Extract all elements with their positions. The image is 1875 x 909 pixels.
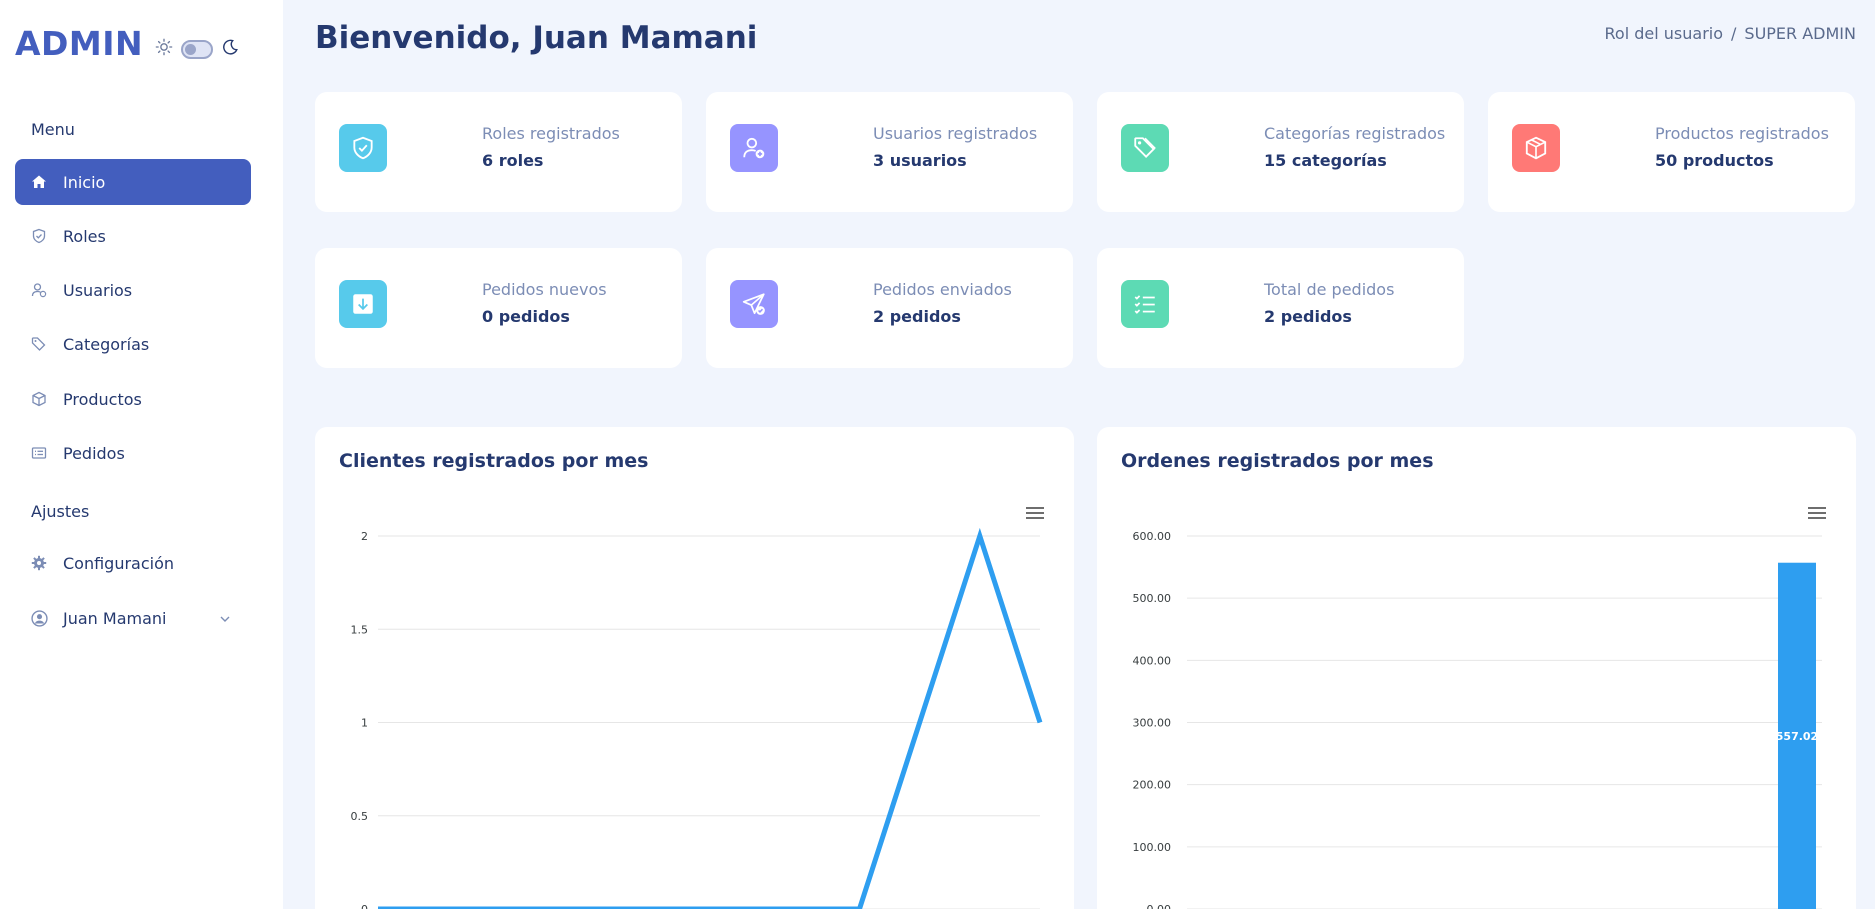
data-label: 557.02 [1776,730,1818,743]
stat-label: Total de pedidos [1264,280,1395,299]
stat-card-usuarios: Usuarios registrados 3 usuarios [706,92,1073,212]
page-title: Bienvenido, Juan Mamani [315,20,758,56]
list-card-icon [30,444,48,462]
y-tick-label: 400.00 [1133,654,1172,667]
sidebar-item-label: Pedidos [63,443,125,463]
sidebar: ADMIN Menu Inicio Roles Usuarios Categor… [0,0,283,909]
stat-card-pedidos-nuevos: Pedidos nuevos 0 pedidos [315,248,682,368]
sidebar-item-label: Usuarios [63,280,133,300]
breadcrumb: Rol del usuario / SUPER ADMIN [1605,24,1856,43]
stat-value: 2 pedidos [873,307,961,326]
series-line [378,527,1043,909]
y-tick-label: 300.00 [1133,717,1172,730]
menu-section-title: Menu [31,120,75,139]
breadcrumb-item-current: SUPER ADMIN [1744,24,1856,43]
stat-card-productos: Productos registrados 50 productos [1488,92,1855,212]
stat-value: 15 categorías [1264,151,1387,170]
chevron-down-icon [219,610,231,629]
y-tick-label: 200.00 [1133,779,1172,792]
sidebar-item-label: Categorías [63,334,150,354]
bar-chart: 600.00 500.00 400.00 300.00 200.00 100.00 0.00… [1133,530,1822,909]
sidebar-item-pedidos[interactable]: Pedidos [15,430,251,476]
chart-card-clientes: Clientes registrados por mes 2 1.5 1 0.5 0 [315,427,1074,909]
gear-icon [30,554,48,572]
home-icon [30,173,48,191]
sidebar-item-configuracion[interactable]: Configuración [15,540,251,586]
sidebar-item-user-profile[interactable]: Juan Mamani [15,595,251,641]
y-tick-label: 500.00 [1133,592,1172,605]
download-icon [339,280,387,328]
y-tick-label: 2 [361,530,368,543]
sidebar-item-roles[interactable]: Roles [15,213,251,259]
sidebar-item-categorias[interactable]: Categorías [15,321,251,367]
sidebar-item-label: Configuración [63,553,175,573]
stat-card-total-pedidos: Total de pedidos 2 pedidos [1097,248,1464,368]
stat-label: Pedidos enviados [873,280,1012,299]
y-tick-label: 100.00 [1133,841,1172,854]
stat-value: 50 productos [1655,151,1774,170]
user-add-icon [30,281,48,299]
stat-label: Pedidos nuevos [482,280,607,299]
sidebar-item-label: Roles [63,226,106,246]
sidebar-item-inicio[interactable]: Inicio [15,159,251,205]
sun-icon [155,38,173,60]
shield-check-icon [339,124,387,172]
stat-label: Productos registrados [1655,124,1829,143]
dark-mode-switch[interactable] [181,39,213,59]
user-plus-icon [730,124,778,172]
stat-card-pedidos-enviados: Pedidos enviados 2 pedidos [706,248,1073,368]
box-icon [1512,124,1560,172]
stat-value: 6 roles [482,151,544,170]
moon-icon [221,38,239,60]
y-tick-label: 0.5 [351,810,369,823]
breadcrumb-item[interactable]: Rol del usuario [1604,24,1724,43]
chart-title: Clientes registrados por mes [339,450,649,472]
sidebar-item-label: Productos [63,389,142,409]
sidebar-item-productos[interactable]: Productos [15,376,251,422]
theme-toggle[interactable] [155,38,239,60]
stat-value: 2 pedidos [1264,307,1352,326]
send-check-icon [730,280,778,328]
stat-card-roles: Roles registrados 6 roles [315,92,682,212]
y-tick-label: 0 [361,903,368,909]
chart-title: Ordenes registrados por mes [1121,450,1434,472]
stat-label: Roles registrados [482,124,620,143]
stat-card-categorias: Categorías registrados 15 categorías [1097,92,1464,212]
line-chart: 2 1.5 1 0.5 0 [351,527,1043,909]
chart-menu-icon[interactable] [1026,507,1044,521]
stat-label: Usuarios registrados [873,124,1038,143]
y-tick-label: 1.5 [351,623,369,636]
checklist-icon [1121,280,1169,328]
breadcrumb-separator: / [1731,24,1737,43]
shield-icon [30,227,48,245]
sidebar-item-label: Juan Mamani [63,608,167,628]
y-tick-label: 0.00 [1147,903,1172,909]
y-tick-label: 600.00 [1133,530,1172,543]
settings-section-title: Ajustes [31,502,90,521]
switch-knob [185,43,196,55]
sidebar-item-label: Inicio [63,172,106,192]
bar [1778,562,1816,909]
chart-menu-icon[interactable] [1808,507,1826,521]
stat-value: 3 usuarios [873,151,967,170]
user-circle-icon [30,609,48,627]
chart-card-ordenes: Ordenes registrados por mes 600.00 500.00… [1097,427,1856,909]
tag-icon [1121,124,1169,172]
y-tick-label: 1 [361,717,368,730]
brand-logo[interactable]: ADMIN [15,24,144,63]
sidebar-item-usuarios[interactable]: Usuarios [15,267,251,313]
stat-label: Categorías registrados [1264,124,1446,143]
tags-icon [30,335,48,353]
stat-value: 0 pedidos [482,307,570,326]
box-icon [30,390,48,408]
